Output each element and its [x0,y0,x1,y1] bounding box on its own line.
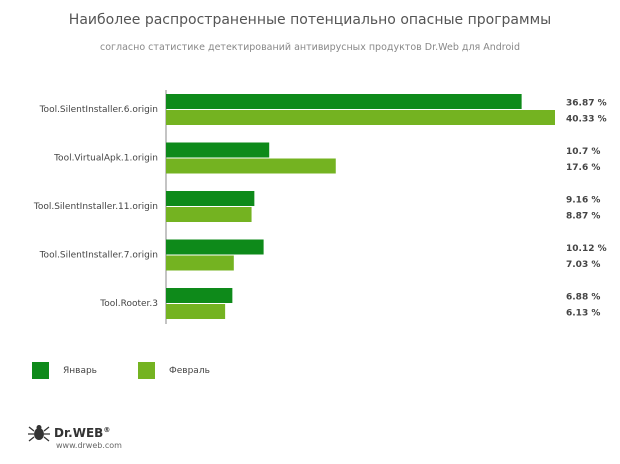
legend-swatch-february [138,362,155,379]
value-label: 8.87 % [566,212,600,222]
value-label: 6.88 % [566,293,600,303]
bar-february [166,207,252,222]
value-label: 17.6 % [566,163,600,173]
value-label: 7.03 % [566,260,600,270]
value-label: 9.16 % [566,196,600,206]
bar-february [166,110,555,125]
value-label: 10.12 % [566,244,607,254]
spider-icon [28,425,50,442]
chart-title: Наиболее распространенные потенциально о… [68,12,552,28]
value-label: 10.7 % [566,147,600,157]
legend-label-january: Январь [63,365,97,376]
legend-swatch-january [32,362,49,379]
bar-january [166,191,255,206]
category-label: Tool.Rooter.3 [99,299,158,309]
legend-label-february: Февраль [169,365,210,376]
bar-january [166,142,270,158]
category-label: Tool.SilentInstaller.6.origin [39,105,158,115]
bar-february [166,304,226,319]
bar-chart: Tool.SilentInstaller.6.origin 36.87 % 40.3… [33,90,607,324]
bar-january [166,94,522,109]
logo-text: Dr.WEB® [54,426,111,440]
bar-february [166,255,234,271]
bar-january [166,288,233,303]
bar-january [166,239,264,255]
legend-item-january: Январь [32,362,97,379]
value-label: 40.33 % [566,115,607,125]
website-label: www.drweb.com [56,441,122,450]
chart-subtitle: согласно статистике детектирований антив… [100,42,520,53]
category-label: Tool.SilentInstaller.11.origin [33,202,158,212]
bar-february [166,158,336,174]
category-label: Tool.SilentInstaller.7.origin [39,251,158,261]
legend-item-february: Февраль [138,362,210,379]
category-label: Tool.VirtualApk.1.origin [53,154,158,164]
drweb-logo: Dr.WEB® [28,424,110,442]
value-label: 6.13 % [566,309,600,319]
value-label: 36.87 % [566,99,607,109]
